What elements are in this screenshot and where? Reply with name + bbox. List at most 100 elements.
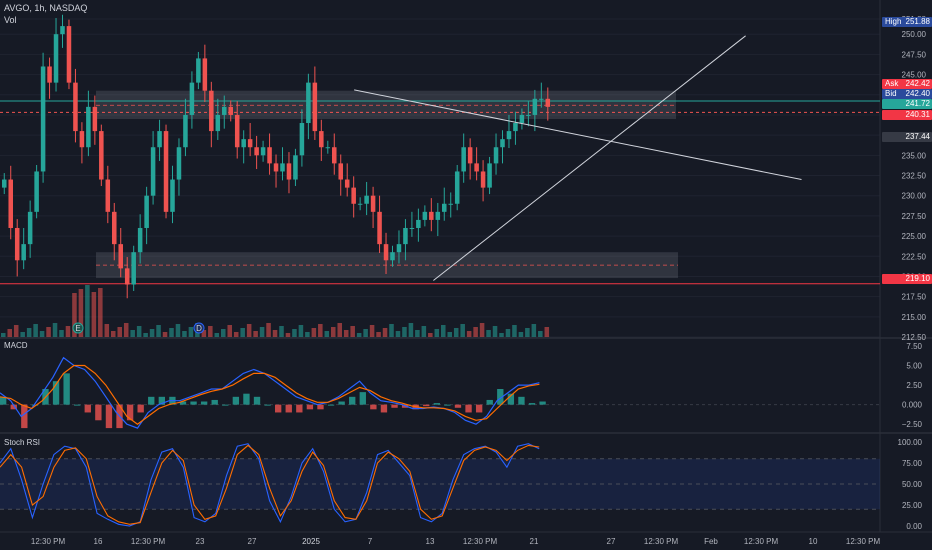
- price-tick-label: 222.50: [902, 252, 927, 261]
- volume-bar: [169, 328, 174, 337]
- volume-bar: [505, 329, 511, 337]
- macd-histogram-bar: [253, 396, 261, 405]
- volume-bar: [544, 327, 550, 337]
- volume-bar: [324, 331, 330, 337]
- time-tick-label: 7: [368, 537, 373, 546]
- candle-body: [435, 211, 441, 220]
- volume-bar: [85, 285, 90, 337]
- volume-bar: [143, 333, 148, 337]
- candle-body: [344, 179, 350, 188]
- macd-histogram-bar: [10, 404, 17, 410]
- macd-histogram-bar: [454, 404, 462, 408]
- volume-bar: [188, 327, 194, 337]
- macd-histogram-bar: [105, 404, 113, 429]
- macd-histogram-bar: [52, 381, 60, 405]
- candle-body: [448, 203, 453, 205]
- macd-histogram-bar: [63, 373, 70, 405]
- price-tick-label: 232.50: [902, 172, 927, 181]
- macd-histogram-bar: [338, 401, 345, 405]
- macd-signal-line: [0, 364, 540, 425]
- volume-bar: [382, 328, 388, 337]
- macd-histogram-bar: [296, 404, 303, 413]
- volume-bar: [311, 328, 317, 337]
- volume-bar: [46, 327, 51, 337]
- candle-body: [332, 147, 337, 164]
- candle-body: [176, 147, 182, 180]
- macd-histogram-bar: [200, 401, 208, 405]
- volume-bar: [123, 323, 129, 337]
- candle-body: [299, 123, 305, 156]
- macd-histogram-bar: [370, 404, 377, 410]
- dividend-marker: [193, 322, 205, 334]
- volume-bar: [292, 329, 297, 337]
- macd-histogram-bar: [74, 404, 81, 406]
- level-grey-badge: 237.44: [882, 132, 932, 142]
- candle-body: [370, 195, 376, 212]
- macd-histogram-bar: [275, 404, 282, 413]
- candle-body: [500, 139, 505, 148]
- volume-bar: [272, 330, 278, 337]
- high-badge-key: High: [885, 17, 902, 26]
- candle-body: [467, 147, 473, 164]
- macd-tick-label: 0.000: [902, 401, 923, 410]
- candle-body: [396, 244, 402, 253]
- candle-body: [506, 131, 512, 140]
- candle-body: [131, 252, 136, 285]
- stoch-pane-title[interactable]: Stoch RSI: [4, 438, 41, 447]
- volume-bar: [499, 333, 504, 337]
- volume-bar: [39, 331, 45, 337]
- high-badge: High 251.88: [882, 17, 932, 27]
- candle-body: [260, 147, 266, 156]
- volume-bar: [7, 329, 12, 337]
- candle-body: [480, 171, 486, 188]
- volume-bar: [91, 292, 97, 337]
- macd-histogram-bar: [486, 399, 493, 405]
- macd-histogram-bar: [232, 396, 240, 405]
- macd-histogram-bar: [444, 404, 451, 406]
- candle-body: [306, 82, 311, 124]
- candle-body: [196, 58, 201, 83]
- time-tick-label: 27: [248, 537, 257, 546]
- volume-bar: [111, 331, 116, 337]
- time-tick-label: 23: [196, 537, 205, 546]
- volume-bar: [214, 333, 220, 337]
- macd-histogram-bar: [327, 404, 335, 406]
- candle-body: [280, 163, 285, 172]
- descending-trendline: [354, 89, 802, 181]
- candle-body: [209, 90, 214, 132]
- volume-bar: [246, 324, 252, 337]
- candle-body: [92, 106, 98, 132]
- ask-badge-value: 242.42: [905, 79, 930, 88]
- volume-bar: [266, 323, 271, 337]
- volume-bar: [538, 331, 543, 337]
- volume-bar: [59, 330, 64, 337]
- candle-body: [461, 147, 466, 172]
- candle-body: [409, 227, 415, 229]
- time-tick-label: 27: [607, 537, 616, 546]
- time-tick-label: 12:30 PM: [644, 537, 679, 546]
- earnings-marker-label: E: [75, 324, 80, 333]
- candle-body: [112, 211, 117, 245]
- volume-bar: [441, 325, 446, 337]
- macd-line: [0, 356, 540, 429]
- candle-body: [351, 187, 356, 204]
- stoch-tick-label: 50.00: [902, 480, 923, 489]
- stoch-tick-label: 25.00: [902, 501, 923, 510]
- candle-body: [150, 147, 156, 196]
- candle-body: [293, 155, 298, 180]
- volume-bar: [447, 332, 452, 337]
- candle-body: [532, 98, 538, 115]
- ascending-trendline: [433, 35, 746, 281]
- price-tick-label: 212.50: [902, 333, 927, 342]
- volume-bar: [460, 324, 465, 337]
- volume-bar: [201, 330, 207, 337]
- macd-pane-title[interactable]: MACD: [4, 341, 28, 350]
- candle-body: [487, 163, 492, 188]
- volume-bar: [104, 324, 110, 337]
- volume-bar: [1, 333, 6, 337]
- volume-bar: [233, 332, 239, 337]
- volume-bar: [33, 324, 38, 337]
- symbol-title[interactable]: AVGO, 1h, NASDAQ: [4, 3, 88, 13]
